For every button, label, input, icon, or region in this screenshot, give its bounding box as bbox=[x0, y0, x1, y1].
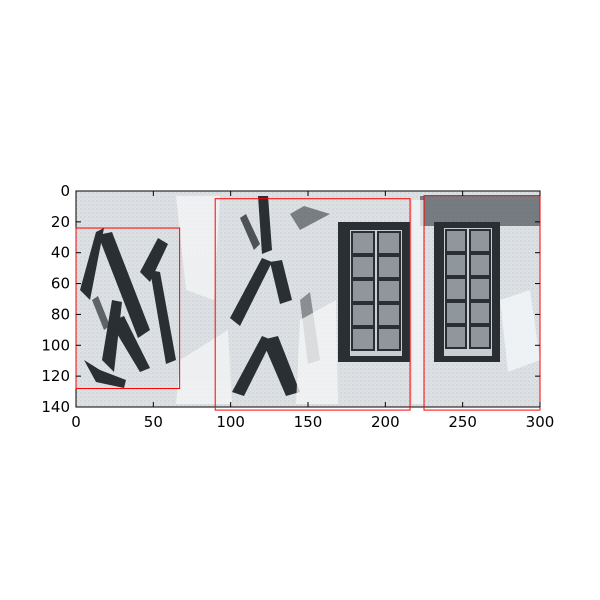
x-tick-label: 200 bbox=[371, 413, 400, 431]
y-tick-label: 120 bbox=[41, 367, 70, 385]
y-tick-label: 140 bbox=[41, 398, 70, 416]
y-axis: 0 20 40 60 80 100 120 140 bbox=[41, 182, 540, 416]
x-tick-label: 0 bbox=[71, 413, 81, 431]
x-axis: 0 50 100 150 200 250 300 bbox=[71, 191, 554, 431]
y-tick-label: 80 bbox=[51, 305, 70, 323]
y-tick-label: 60 bbox=[51, 275, 70, 293]
y-tick-label: 100 bbox=[41, 336, 70, 354]
x-tick-label: 50 bbox=[144, 413, 163, 431]
y-tick-label: 0 bbox=[60, 182, 70, 200]
x-tick-label: 100 bbox=[216, 413, 245, 431]
glyph-grid-sign-1 bbox=[338, 222, 410, 362]
y-tick-label: 20 bbox=[51, 213, 70, 231]
surface-highlights bbox=[176, 196, 424, 404]
glyph-grid-sign-2 bbox=[420, 196, 540, 372]
y-tick-label: 40 bbox=[51, 244, 70, 262]
detection-box bbox=[423, 195, 541, 411]
seal-photo bbox=[76, 191, 540, 407]
x-tick-label: 300 bbox=[526, 413, 555, 431]
x-tick-label: 150 bbox=[294, 413, 323, 431]
bounding-boxes bbox=[75, 195, 541, 411]
x-tick-label: 250 bbox=[448, 413, 477, 431]
detection-box bbox=[75, 227, 181, 389]
detection-box bbox=[214, 198, 411, 411]
glyph-cross-sign bbox=[80, 228, 176, 388]
